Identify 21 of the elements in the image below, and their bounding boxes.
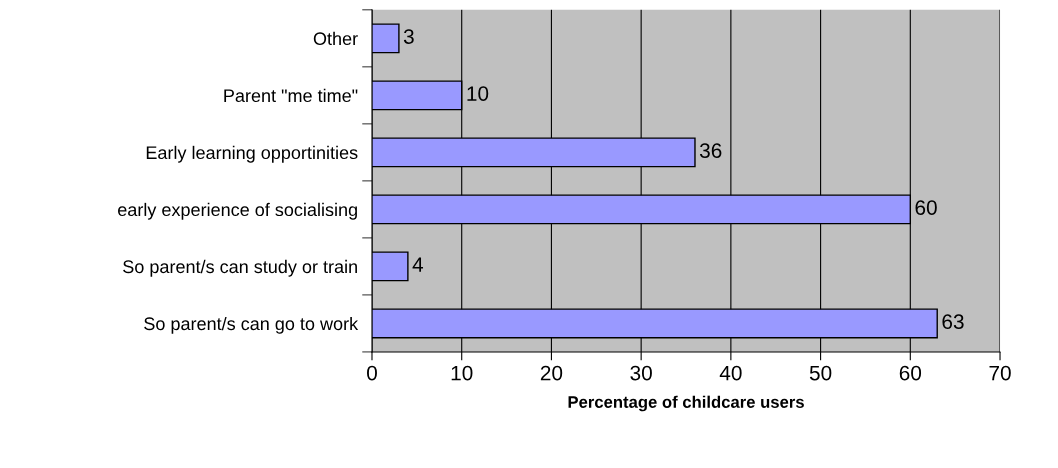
y-tick-label: early experience of socialising — [118, 202, 357, 220]
y-tick-label: So parent/s can go to work — [144, 316, 359, 334]
x-tick-label: 10 — [451, 365, 473, 381]
x-axis-title: Percentage of childcare users — [568, 395, 804, 412]
x-tick-label: 20 — [540, 365, 563, 381]
y-tick-label: Other — [313, 31, 358, 46]
y-tick-label: So parent/s can study or train — [123, 259, 357, 277]
data-label: 10 — [467, 86, 489, 101]
data-label: 36 — [699, 143, 722, 158]
x-tick-label: 70 — [989, 365, 1011, 381]
x-tick-label: 30 — [630, 365, 652, 381]
data-label: 3 — [403, 29, 414, 44]
x-tick-label: 40 — [719, 365, 742, 381]
data-label: 4 — [412, 257, 424, 272]
y-tick-label: Parent "me time" — [224, 88, 358, 103]
x-tick-label: 60 — [899, 365, 922, 381]
data-label: 60 — [915, 200, 937, 215]
y-tick-label: Early learning opportinities — [146, 145, 358, 163]
data-label: 63 — [942, 314, 964, 330]
x-tick-label: 50 — [809, 365, 832, 381]
x-tick-label: 0 — [367, 365, 377, 381]
